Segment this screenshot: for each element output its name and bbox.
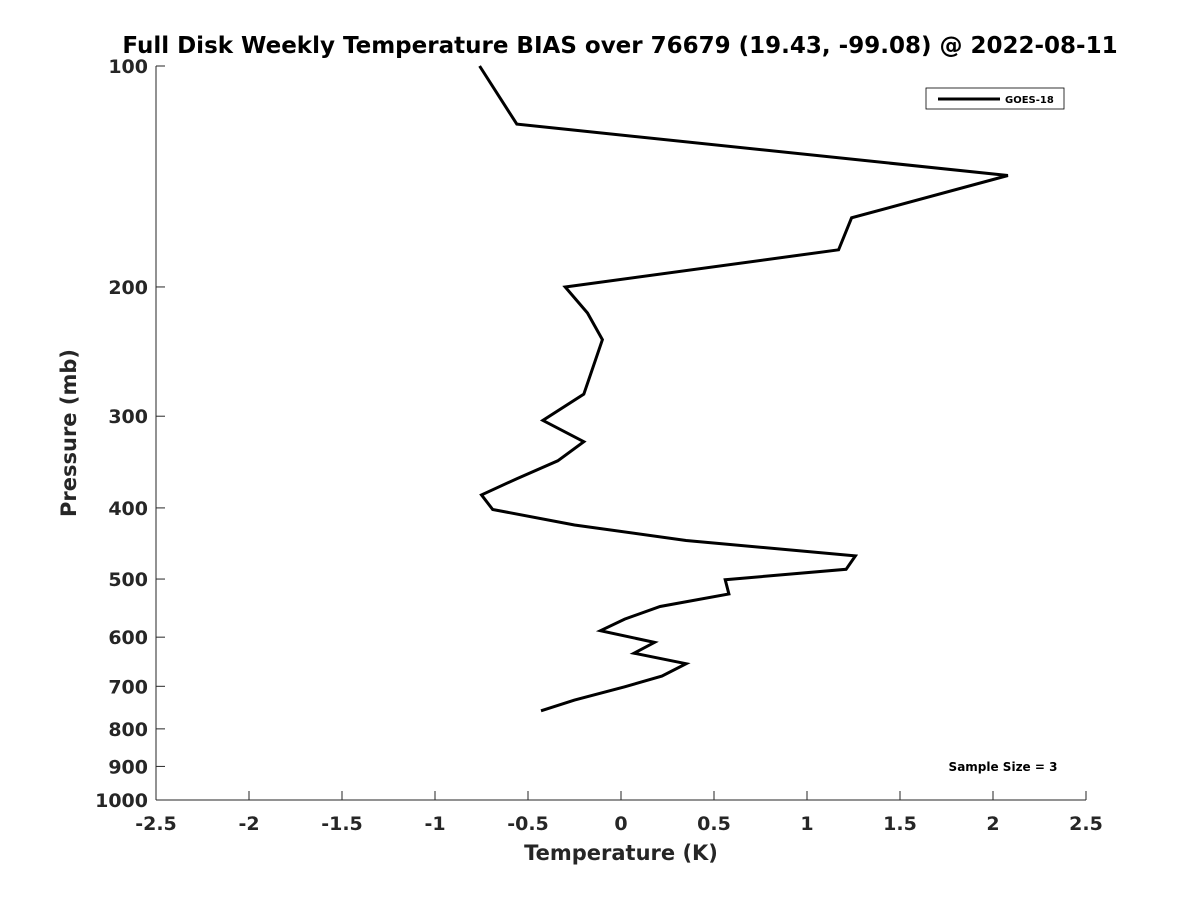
y-tick-label: 200 (108, 277, 148, 299)
x-tick-label: -0.5 (507, 813, 549, 835)
y-axis-title: Pressure (mb) (57, 349, 81, 517)
y-tick-label: 500 (108, 569, 148, 591)
y-tick-label: 900 (108, 756, 148, 778)
y-tick-label: 600 (108, 627, 148, 649)
plot-area (155, 66, 1086, 801)
series-group (478, 65, 1009, 713)
x-tick-label: -1.5 (321, 813, 363, 835)
y-tick-label: 400 (108, 498, 148, 520)
y-tick-label: 700 (108, 676, 148, 698)
y-tick-label: 300 (108, 406, 148, 428)
x-tick-label: 1 (800, 813, 813, 835)
chart-title: Full Disk Weekly Temperature BIAS over 7… (122, 33, 1117, 59)
x-tick-label: -1 (424, 813, 445, 835)
x-tick-label: -2 (238, 813, 259, 835)
x-tick-label: 2.5 (1069, 813, 1103, 835)
x-axis-title: Temperature (K) (524, 841, 718, 865)
y-tick-label: 800 (108, 719, 148, 741)
series-line-goes-18 (478, 65, 1009, 713)
x-tick-label: -2.5 (135, 813, 177, 835)
y-axis-ticks: 100 200 300 400 500 600 700 800 900 1000 (95, 56, 165, 812)
legend: GOES-18 (925, 87, 1065, 110)
y-tick-label: 1000 (95, 790, 148, 812)
x-tick-label: 0 (614, 813, 627, 835)
x-axis-ticks: -2.5 -2 -1.5 -1 -0.5 0 0.5 1 1.5 2 2.5 (135, 791, 1103, 835)
x-tick-label: 1.5 (883, 813, 917, 835)
x-tick-label: 2 (986, 813, 999, 835)
y-tick-label: 100 (108, 56, 148, 78)
legend-label-goes-18: GOES-18 (1005, 95, 1054, 106)
x-tick-label: 0.5 (697, 813, 731, 835)
sample-size-annotation: Sample Size = 3 (949, 760, 1058, 774)
